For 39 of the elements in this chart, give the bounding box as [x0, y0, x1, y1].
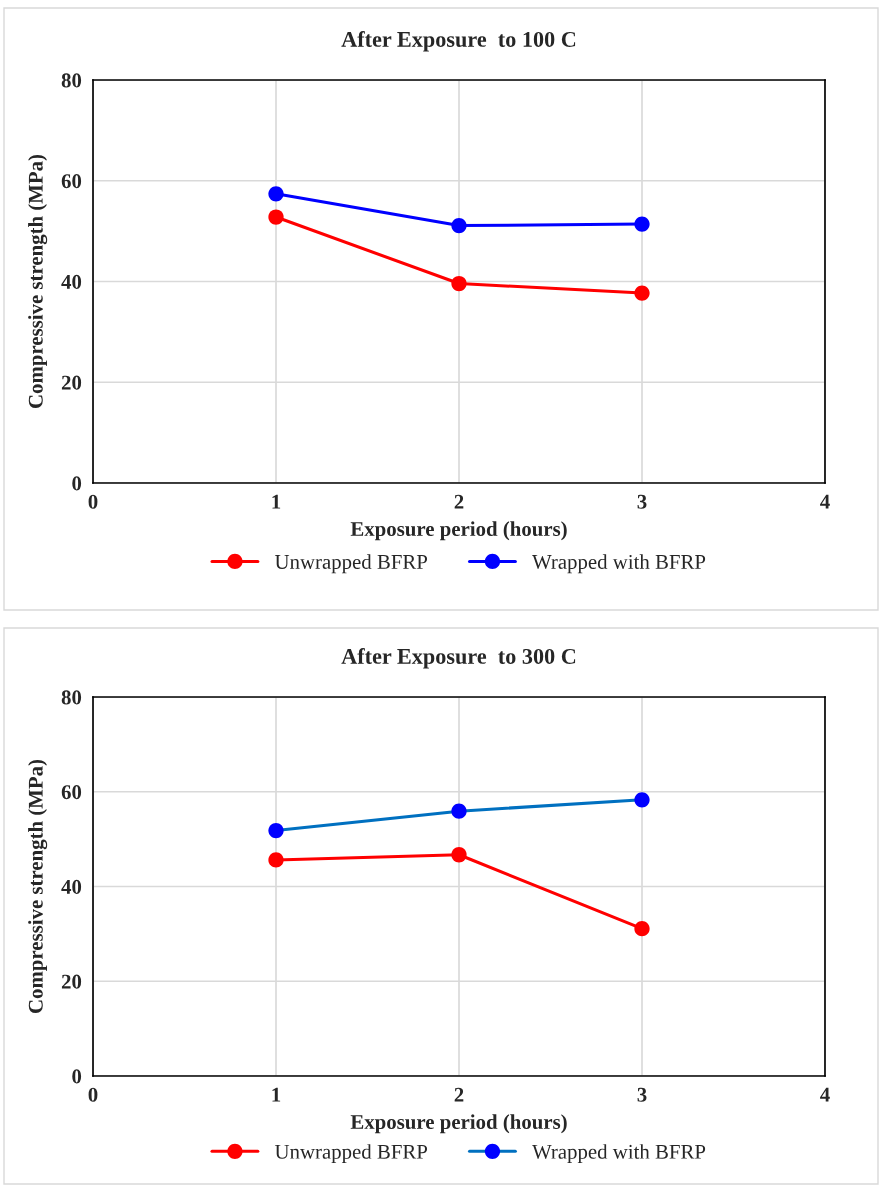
y-tick-label: 0: [72, 1069, 82, 1084]
x-axis-title: Exposure period (hours): [350, 1114, 567, 1134]
point: [268, 209, 284, 225]
legend-label: Wrapped with BFRP: [532, 1144, 706, 1164]
x-tick-label: 4: [820, 1087, 830, 1102]
x-tick-label: 3: [637, 494, 647, 509]
y-tick-label: 0: [72, 476, 82, 491]
point: [634, 216, 650, 232]
y-axis-title: Compressive strength (MPa): [28, 154, 48, 408]
x-tick-label: 4: [820, 494, 830, 509]
legend-label: Unwrapped BFRP: [274, 1144, 428, 1164]
chart-title: After Exposure to 300 C: [341, 648, 576, 669]
y-tick-label: 20: [61, 375, 82, 390]
legend-label: Unwrapped BFRP: [274, 554, 428, 574]
x-tick-label: 2: [454, 1087, 464, 1102]
y-tick-label: 80: [61, 690, 82, 705]
x-tick-label: 0: [88, 1087, 98, 1102]
x-tick-label: 0: [88, 494, 98, 509]
y-tick-label: 20: [61, 974, 82, 989]
point: [634, 285, 650, 301]
y-tick-label: 60: [61, 174, 82, 189]
x-tick-label: 1: [272, 1087, 281, 1102]
x-tick-label: 2: [454, 494, 464, 509]
point: [451, 275, 467, 292]
legend-label: Wrapped with BFRP: [532, 554, 706, 574]
x-tick-label: 1: [272, 494, 281, 509]
point: [451, 217, 467, 234]
x-tick-label: 3: [637, 1087, 647, 1102]
point: [634, 921, 650, 937]
point: [451, 847, 467, 863]
y-tick-label: 80: [61, 73, 82, 88]
y-axis-title: Compressive strength (MPa): [28, 759, 48, 1013]
y-tick-label: 40: [61, 274, 82, 289]
point: [268, 852, 284, 868]
x-axis-title: Exposure period (hours): [350, 521, 567, 541]
point: [268, 186, 284, 202]
y-tick-label: 60: [61, 785, 82, 800]
y-tick-label: 40: [61, 879, 82, 894]
chart-title: After Exposure to 100 C: [341, 31, 576, 52]
